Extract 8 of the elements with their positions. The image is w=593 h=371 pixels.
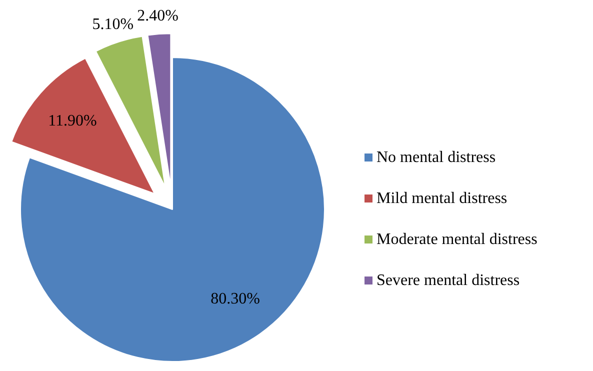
legend-label: Moderate mental distress [376,231,538,248]
legend-label: Severe mental distress [376,272,520,289]
data-label: 5.10% [92,16,134,34]
legend-label: Mild mental distress [376,190,508,207]
data-label: 2.40% [137,7,178,24]
data-label: 11.90% [48,112,97,130]
legend-label: No mental distress [376,149,496,166]
data-label: 80.30% [210,290,260,308]
